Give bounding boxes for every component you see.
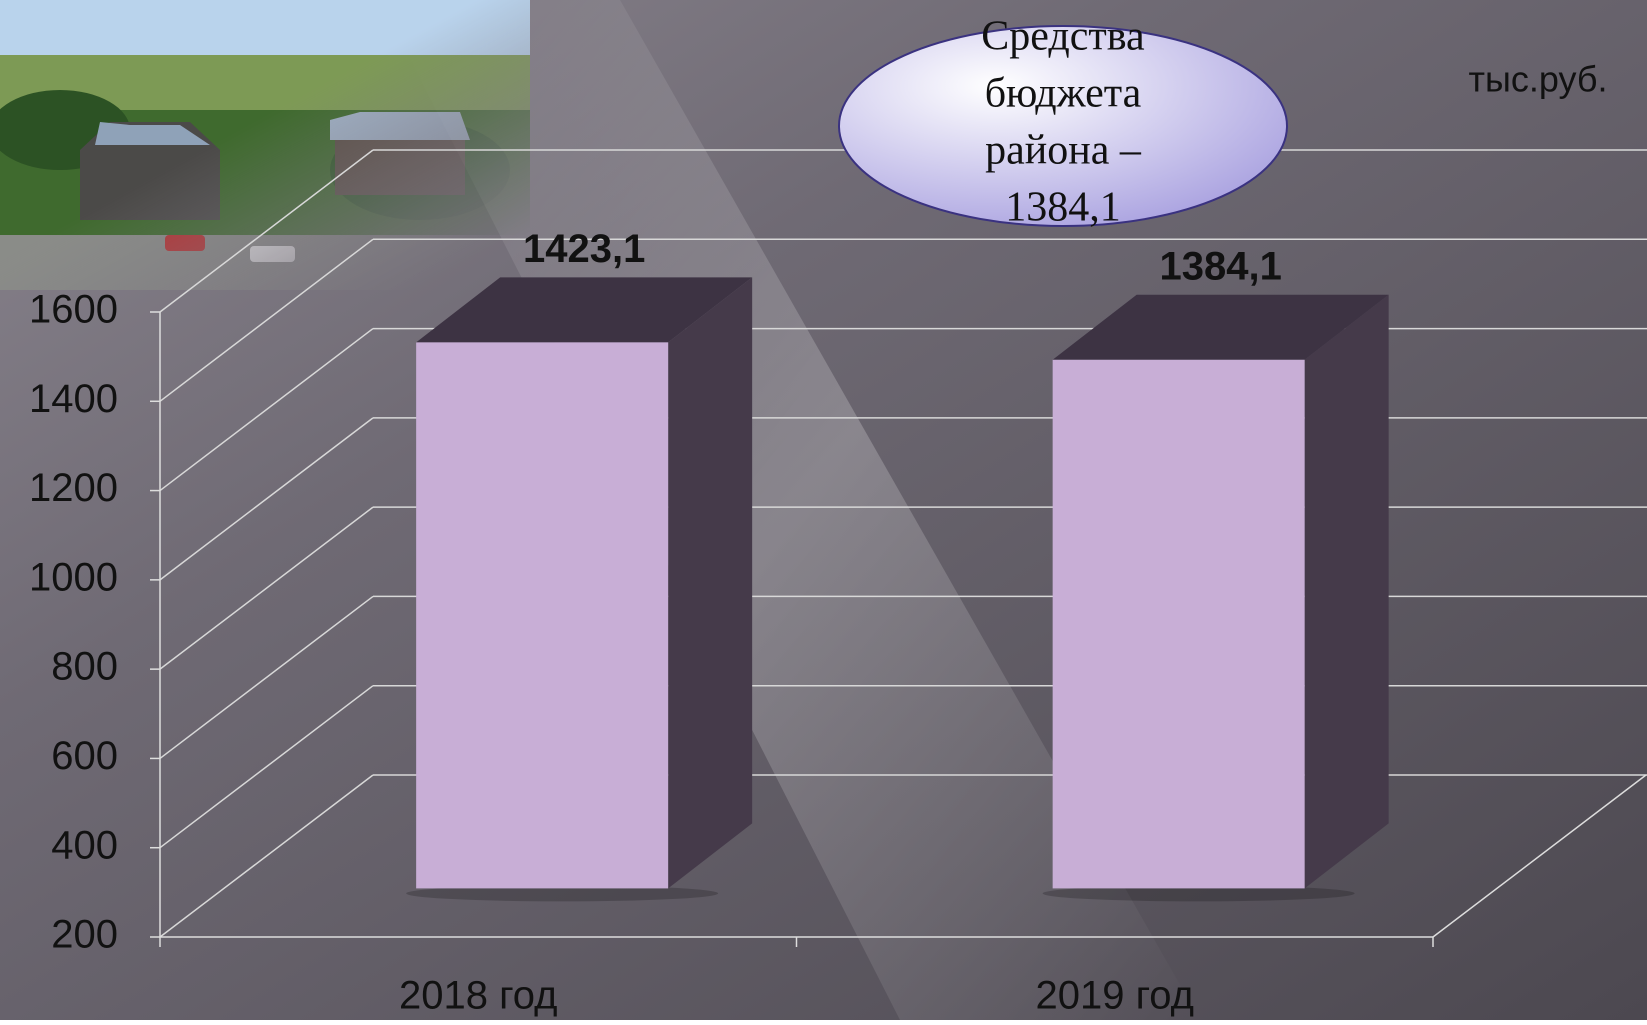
village-photo — [0, 0, 530, 290]
callout-text: Средства — [981, 14, 1145, 60]
bar — [406, 277, 752, 901]
unit-label: тыс.руб. — [1468, 59, 1607, 100]
bar-side — [668, 277, 752, 888]
bar — [1043, 295, 1389, 902]
x-tick-label: 2019 год — [1035, 974, 1194, 1018]
bar-front — [416, 342, 668, 888]
chart: тыс.руб. 200 400 600 800 1000 1200 1400 1600 142… — [0, 0, 1647, 1020]
bar-side — [1305, 295, 1389, 889]
y-tick-label: 200 — [51, 913, 118, 957]
y-tick-label: 600 — [51, 734, 118, 778]
value-label: 1384,1 — [1159, 244, 1281, 288]
value-label: 1423,1 — [523, 227, 645, 271]
callout-text: района – — [985, 128, 1142, 174]
y-tick-label: 400 — [51, 823, 118, 867]
x-tick-label: 2018 год — [399, 974, 558, 1018]
callout-text: бюджета — [985, 71, 1142, 117]
y-tick-label: 1400 — [29, 377, 118, 421]
callout-text: 1384,1 — [1005, 185, 1121, 231]
page: тыс.руб. 200 400 600 800 1000 1200 1400 1600 142… — [0, 0, 1647, 1020]
bar-front — [1053, 360, 1305, 889]
y-tick-label: 1600 — [29, 288, 118, 332]
y-tick-label: 1000 — [29, 555, 118, 599]
y-tick-label: 800 — [51, 645, 118, 689]
y-tick-label: 1200 — [29, 466, 118, 510]
